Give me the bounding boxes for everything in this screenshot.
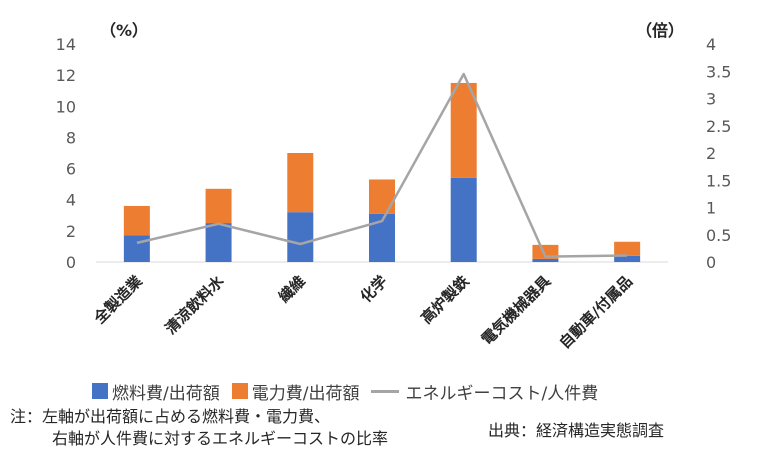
bar-segment-power [123, 205, 150, 236]
right-tick-label: 3 [706, 90, 716, 109]
legend-item-power: 電力費/出荷額 [231, 379, 360, 404]
source-note: 出典：経済構造実態調査 [488, 421, 665, 440]
legend-item-fuel: 燃料費/出荷額 [92, 379, 220, 404]
left-axis-ticks: 0 2 4 6 8 10 12 14 [56, 35, 76, 272]
bar-segment-fuel [205, 223, 232, 262]
bar-segment-power [205, 188, 232, 224]
bar-segment-power [369, 179, 395, 214]
legend-item-energy-ratio: エネルギーコスト/人件費 [371, 379, 598, 404]
bar-segment-fuel [287, 212, 314, 262]
left-tick-label: 8 [66, 128, 76, 147]
bar-segment-fuel [532, 258, 559, 262]
left-tick-label: 6 [66, 160, 76, 179]
right-tick-label: 0.5 [706, 226, 731, 245]
category-label: 清涼飲料水 [162, 271, 228, 337]
right-tick-label: 3.5 [706, 62, 731, 81]
legend: 燃料費/出荷額 電力費/出荷額 エネルギーコスト/人件費 [92, 378, 752, 404]
left-tick-label: 12 [56, 66, 76, 85]
category-label: 高炉製鉄 [417, 272, 472, 327]
right-axis-unit: （倍） [636, 21, 684, 40]
bar-segment-power [450, 82, 477, 178]
right-tick-label: 4 [706, 35, 716, 54]
bar-segment-fuel [614, 255, 641, 262]
footnote-line-2: 右軸が人件費に対するエネルギーコストの比率 [52, 429, 389, 448]
category-label: 電気機械器具 [478, 272, 554, 348]
legend-swatch-power [231, 383, 248, 399]
legend-label-fuel: 燃料費/出荷額 [112, 383, 220, 404]
right-tick-label: 0 [706, 253, 716, 272]
bar-segment-power [614, 241, 641, 256]
right-tick-label: 2.5 [706, 117, 731, 136]
category-labels: 全製造業 清涼飲料水 繊維 化学 高炉製鉄 電気機械器具 自動車/付属品 [90, 271, 636, 352]
footnote: 注：左軸が出荷額に占める燃料費・電力費、 右軸が人件費に対するエネルギーコストの… [10, 406, 388, 450]
chart: 0 2 4 6 8 10 12 14 0 0.5 1 1.5 2 2.5 3 3.5 4 全製造業 清涼飲料水 繊… [56, 21, 732, 352]
left-axis-unit: （%） [100, 21, 148, 40]
left-tick-label: 10 [56, 97, 76, 116]
category-label: 全製造業 [90, 271, 147, 328]
bar-segment-fuel [450, 177, 477, 262]
legend-label-energy-ratio: エネルギーコスト/人件費 [405, 383, 599, 404]
legend-swatch-fuel [92, 383, 108, 399]
left-tick-label: 4 [66, 191, 76, 210]
left-tick-label: 2 [66, 222, 76, 241]
left-tick-label: 0 [66, 253, 76, 272]
right-tick-label: 1 [706, 199, 716, 218]
category-label: 化学 [357, 272, 391, 306]
right-axis-ticks: 0 0.5 1 1.5 2 2.5 3 3.5 4 [706, 35, 731, 272]
footnote-line-1: 注：左軸が出荷額に占める燃料費・電力費、 [10, 407, 331, 426]
left-tick-label: 14 [56, 35, 76, 54]
category-label: 自動車/付属品 [556, 272, 636, 352]
legend-line-energy-ratio [371, 389, 400, 393]
right-tick-label: 1.5 [706, 171, 731, 190]
legend-label-power: 電力費/出荷額 [251, 383, 360, 404]
bar-segment-power [287, 153, 314, 213]
bars [123, 82, 641, 262]
line-series [136, 72, 628, 258]
right-tick-label: 2 [706, 144, 716, 163]
category-label: 繊維 [275, 272, 309, 306]
